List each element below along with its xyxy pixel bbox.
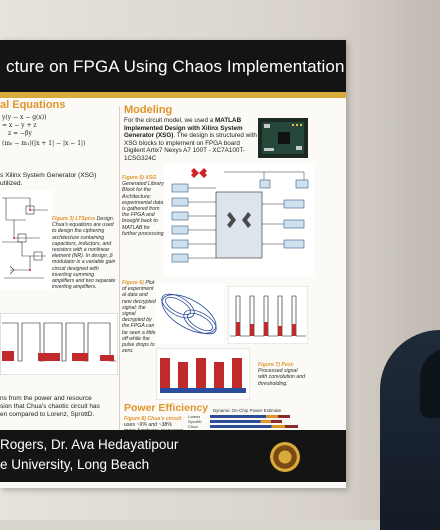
fig3-caption-text: Design. Chua's equations are used to des… — [52, 216, 116, 291]
ltspice-schematic — [0, 190, 52, 290]
poster-title-banner — [0, 40, 346, 92]
modeling-text-bold: MATLAB Implemented Design with Xilinx Sy… — [124, 117, 243, 140]
modeling-text: For the circuit model, we used a MATLAB … — [124, 117, 262, 163]
power-row-chua: Chua — [188, 424, 198, 429]
equation-1: y(y − x − g(x)) — [2, 114, 47, 121]
power-bar-chua — [210, 425, 298, 428]
left-footer-line3: en compared to Lorenz, SprottD. — [0, 411, 95, 418]
power-row-sprottd: SprottD — [188, 419, 202, 424]
fig6-label: Figure 6) — [122, 280, 144, 286]
fig3-label: Figure 3) LTSpice — [52, 216, 96, 222]
modeling-heading: Modeling — [124, 104, 173, 116]
modeling-text-a: For the circuit model, we used a — [124, 117, 215, 124]
equations-heading: al Equations — [0, 99, 66, 111]
research-poster: cture on FPGA Using Chaos Implementation… — [0, 40, 346, 488]
decrypted-signal-plot — [228, 286, 308, 344]
fig7-caption-text: Processed signal with convolution and th… — [258, 368, 306, 387]
chaotic-attractor-plot — [156, 284, 224, 344]
xsg-block-diagram — [164, 164, 314, 276]
fig6-caption: Figure 6) Plot of experiment al data and… — [122, 280, 156, 354]
poster-university: e University, Long Beach — [0, 457, 150, 472]
fig5-caption: Figure 5) XSG Generated Library Block fo… — [122, 175, 166, 237]
modeling-text-c: . The design is structured with XSG bloc… — [124, 132, 257, 162]
power-row-lorenz: Lorenz — [188, 414, 201, 419]
title-accent-strip — [0, 92, 346, 98]
xsg-text-line1: s Xilinx System Generator (XSG) — [0, 172, 97, 179]
fig6-caption-text: Plot of experiment al data and new decry… — [122, 280, 156, 355]
fig5-caption-text: Generated Library Block for the Architec… — [122, 181, 164, 237]
university-seal-logo — [270, 442, 300, 472]
xsg-text-line2: utilized. — [0, 180, 23, 187]
person-hair — [420, 348, 440, 418]
left-footer-line1: ns from the power and resource — [0, 395, 92, 402]
equation-3: z = −βy — [8, 130, 32, 137]
fpga-decrypted-plot — [156, 348, 250, 400]
poster-authors: Rogers, Dr. Ava Hedayatipour — [0, 437, 179, 452]
fig7-caption: Figure 7) Post- Processed signal with co… — [258, 362, 306, 387]
equation-4: (m₀ − m₁)(|x + 1| − |x − 1|) — [2, 140, 86, 147]
power-bar-lorenz — [210, 415, 290, 418]
fig7-label: Figure 7) Post- — [258, 362, 295, 368]
power-heading: Power Efficiency — [124, 402, 209, 414]
fig3-caption: Figure 3) LTSpice Design. Chua's equatio… — [52, 216, 116, 290]
fig5-label: Figure 5) XSG — [122, 175, 157, 181]
column-divider — [119, 106, 120, 476]
left-footer-line2: sion that Chua's chaotic circuit has — [0, 403, 100, 410]
poster-title: cture on FPGA Using Chaos Implementation — [6, 57, 345, 76]
power-chart-title: Dynamic On-Chip Power Estimate — [212, 408, 282, 413]
power-chart: Dynamic On-Chip Power Estimate Lorenz Sp… — [188, 408, 306, 429]
fpga-board-photo — [258, 118, 308, 158]
fig8-label: Figure 8) Chua's circuit — [124, 416, 182, 422]
waveform-plots — [0, 313, 118, 375]
equation-2: = x − y + z — [2, 122, 37, 129]
power-bar-sprottd — [210, 420, 282, 423]
